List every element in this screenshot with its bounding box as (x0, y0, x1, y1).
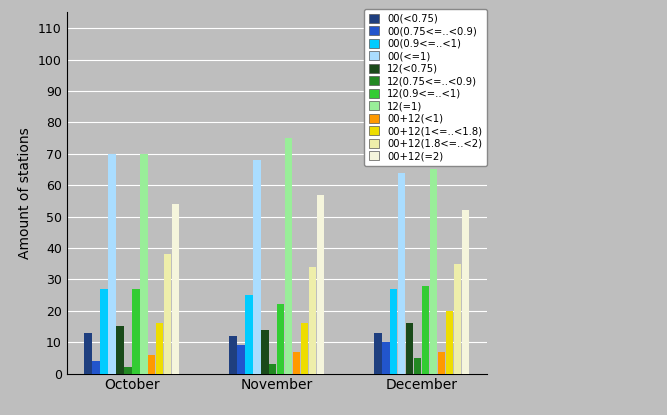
Bar (237, 345, 245, 374)
Bar (406, 323, 414, 374)
Bar (438, 352, 446, 374)
Bar (309, 267, 316, 374)
Bar (164, 254, 171, 374)
Bar (108, 154, 115, 374)
Bar (390, 289, 398, 374)
Bar (446, 311, 454, 374)
Bar (245, 295, 253, 374)
Bar (92, 361, 99, 374)
Bar (85, 333, 92, 374)
Bar (293, 352, 300, 374)
Bar (261, 330, 269, 374)
Bar (301, 323, 308, 374)
Bar (172, 204, 179, 374)
Bar (382, 342, 390, 374)
Bar (140, 154, 147, 374)
Bar (124, 367, 131, 374)
Bar (229, 336, 237, 374)
Bar (277, 305, 284, 374)
Bar (398, 173, 406, 374)
Bar (253, 160, 261, 374)
Bar (422, 286, 430, 374)
Bar (148, 355, 155, 374)
Bar (414, 358, 422, 374)
Bar (116, 327, 123, 374)
Bar (462, 210, 469, 374)
Bar (269, 364, 277, 374)
Bar (156, 323, 163, 374)
Bar (100, 289, 107, 374)
Bar (285, 138, 292, 374)
Bar (454, 264, 462, 374)
Bar (317, 195, 324, 374)
Bar (132, 289, 139, 374)
Bar (374, 333, 382, 374)
Bar (430, 169, 438, 374)
Legend: 00(<0.75), 00(0.75<=..<0.9), 00(0.9<=..<1), 00(<=1), 12(<0.75), 12(0.75<=..<0.9): 00(<0.75), 00(0.75<=..<0.9), 00(0.9<=..<… (364, 9, 487, 166)
Y-axis label: Amount of stations: Amount of stations (19, 127, 33, 259)
